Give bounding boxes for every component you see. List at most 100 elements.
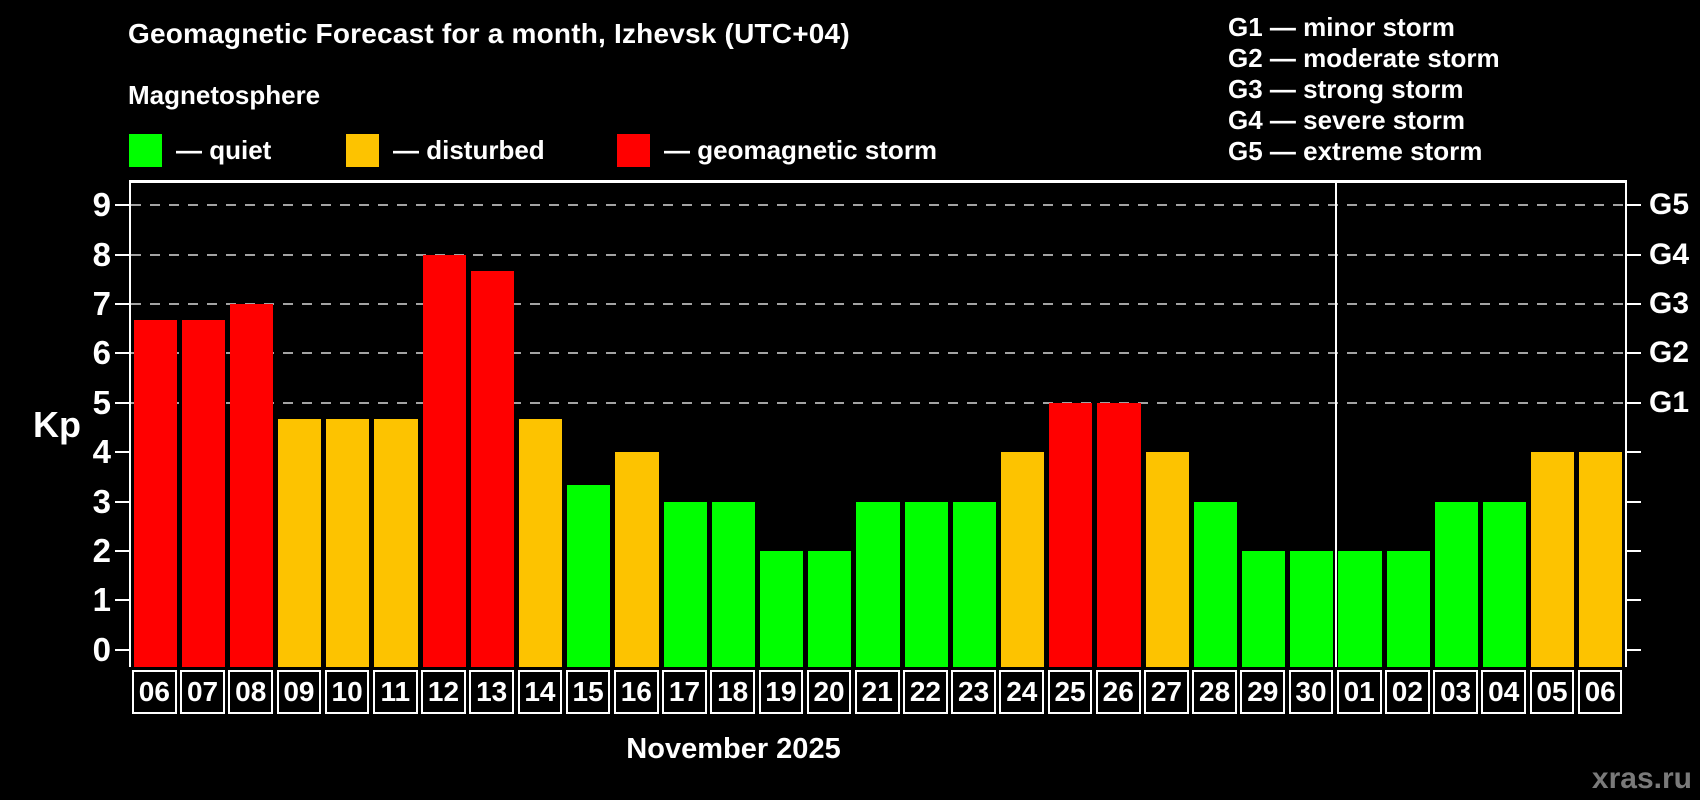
y-tick-right-4	[1627, 451, 1641, 454]
y-tick-right-7	[1627, 303, 1641, 305]
y-tick-left-2	[115, 549, 129, 552]
day-label-01: 01	[1336, 670, 1382, 714]
day-label-09: 09	[276, 670, 322, 714]
bar-day-29	[1241, 550, 1286, 667]
bar-day-24	[1000, 452, 1045, 667]
y-tick-left-9	[115, 204, 129, 207]
y-tick-right-3	[1627, 500, 1641, 503]
plot-top-border	[129, 180, 1627, 183]
bar-day-04	[1482, 501, 1527, 667]
bar-day-06	[1579, 452, 1623, 667]
bar-day-17	[663, 501, 707, 667]
chart-title: Geomagnetic Forecast for a month, Izhevs…	[128, 18, 850, 49]
day-label-30: 30	[1288, 670, 1334, 714]
disturbed-color-swatch	[346, 133, 379, 167]
legend-label-quiet: — quiet	[176, 134, 272, 165]
bar-day-27	[1145, 452, 1189, 667]
day-label-08: 08	[228, 670, 274, 714]
y-axis-right	[1625, 180, 1627, 667]
gridline-kp-7	[131, 303, 1625, 305]
g-scale-label-G2: G2	[1649, 336, 1690, 370]
y-tick-label-2: 2	[92, 531, 111, 569]
bar-day-05	[1531, 452, 1575, 667]
bar-day-08	[229, 304, 274, 667]
day-label-10: 10	[324, 670, 370, 714]
y-tick-label-1: 1	[92, 581, 111, 619]
day-label-21: 21	[854, 670, 900, 714]
bar-day-21	[856, 501, 900, 667]
day-label-03: 03	[1433, 670, 1478, 714]
day-label-05: 05	[1529, 670, 1575, 714]
day-label-16: 16	[613, 670, 659, 714]
watermark: xras.ru	[1591, 762, 1692, 795]
storm-scale-g2: G2 — moderate storm	[1228, 43, 1500, 73]
bar-day-13	[470, 270, 515, 667]
day-label-26: 26	[1095, 670, 1141, 714]
y-tick-label-6: 6	[92, 334, 111, 372]
bar-day-14	[519, 419, 563, 667]
day-label-23: 23	[951, 670, 996, 714]
y-tick-label-5: 5	[92, 383, 111, 421]
chart-subtitle: Magnetosphere	[128, 80, 321, 110]
day-label-07: 07	[180, 670, 225, 714]
legend-item-quiet: — quiet	[129, 133, 271, 167]
bar-day-07	[181, 320, 225, 667]
storm-scale-legend: G1 — minor storm G2 — moderate storm G3 …	[1228, 12, 1500, 167]
storm-scale-g5: G5 — extreme storm	[1228, 136, 1483, 166]
day-label-29: 29	[1240, 670, 1286, 714]
day-label-27: 27	[1144, 670, 1189, 714]
bar-day-22	[904, 501, 948, 667]
bar-day-15	[567, 485, 611, 667]
bar-day-25	[1049, 402, 1093, 667]
y-tick-right-9	[1627, 204, 1641, 207]
y-tick-left-4	[115, 451, 129, 454]
legend-item-storm: — geomagnetic storm	[617, 133, 937, 167]
day-label-11: 11	[372, 670, 418, 714]
bar-day-06	[133, 320, 177, 667]
gridline-kp-5	[131, 401, 1625, 404]
g-scale-label-G4: G4	[1649, 237, 1690, 271]
bar-day-16	[615, 452, 659, 667]
legend-label-disturbed: — disturbed	[393, 134, 545, 165]
day-label-04: 04	[1481, 670, 1527, 714]
month-divider-line	[1334, 183, 1337, 667]
bar-day-02	[1386, 550, 1430, 667]
legend-label-storm: — geomagnetic storm	[664, 134, 938, 165]
storm-scale-g1: G1 — minor storm	[1228, 12, 1455, 42]
bar-day-01	[1338, 550, 1382, 667]
bar-day-10	[326, 419, 370, 667]
g-scale-label-G3: G3	[1649, 287, 1690, 320]
day-label-19: 19	[758, 670, 804, 714]
y-tick-label-0: 0	[92, 630, 111, 668]
y-tick-left-3	[115, 500, 129, 503]
bar-day-12	[422, 254, 466, 667]
y-tick-left-5	[115, 401, 129, 404]
quiet-color-swatch	[129, 133, 162, 167]
day-label-06: 06	[132, 670, 177, 714]
bar-day-09	[278, 419, 322, 667]
y-tick-label-3: 3	[92, 482, 111, 520]
bar-day-11	[374, 419, 418, 667]
day-label-18: 18	[710, 670, 755, 714]
y-tick-right-0	[1627, 648, 1641, 651]
y-tick-left-8	[115, 253, 129, 256]
day-label-20: 20	[806, 670, 852, 714]
day-label-25: 25	[1047, 670, 1093, 714]
gridline-kp-9	[131, 204, 1625, 207]
bar-day-19	[760, 550, 804, 667]
day-label-06: 06	[1577, 670, 1623, 714]
legend-item-disturbed: — disturbed	[346, 133, 545, 167]
storm-scale-g4: G4 — severe storm	[1228, 105, 1466, 135]
plot-area: Kp 0 1 2 3 4 5 6 7 8 9 G1 G2 G3 G4 G5	[33, 180, 1689, 667]
day-label-13: 13	[469, 670, 515, 714]
day-label-02: 02	[1385, 670, 1430, 714]
y-tick-right-8	[1627, 253, 1641, 256]
y-tick-right-2	[1627, 549, 1641, 552]
storm-scale-g3: G3 — strong storm	[1228, 74, 1464, 104]
y-tick-label-7: 7	[92, 285, 111, 322]
g-scale-label-G5: G5	[1649, 188, 1690, 222]
y-tick-label-8: 8	[92, 235, 111, 273]
bar-day-20	[808, 550, 852, 667]
y-tick-right-5	[1627, 401, 1641, 404]
bar-day-23	[952, 501, 996, 667]
